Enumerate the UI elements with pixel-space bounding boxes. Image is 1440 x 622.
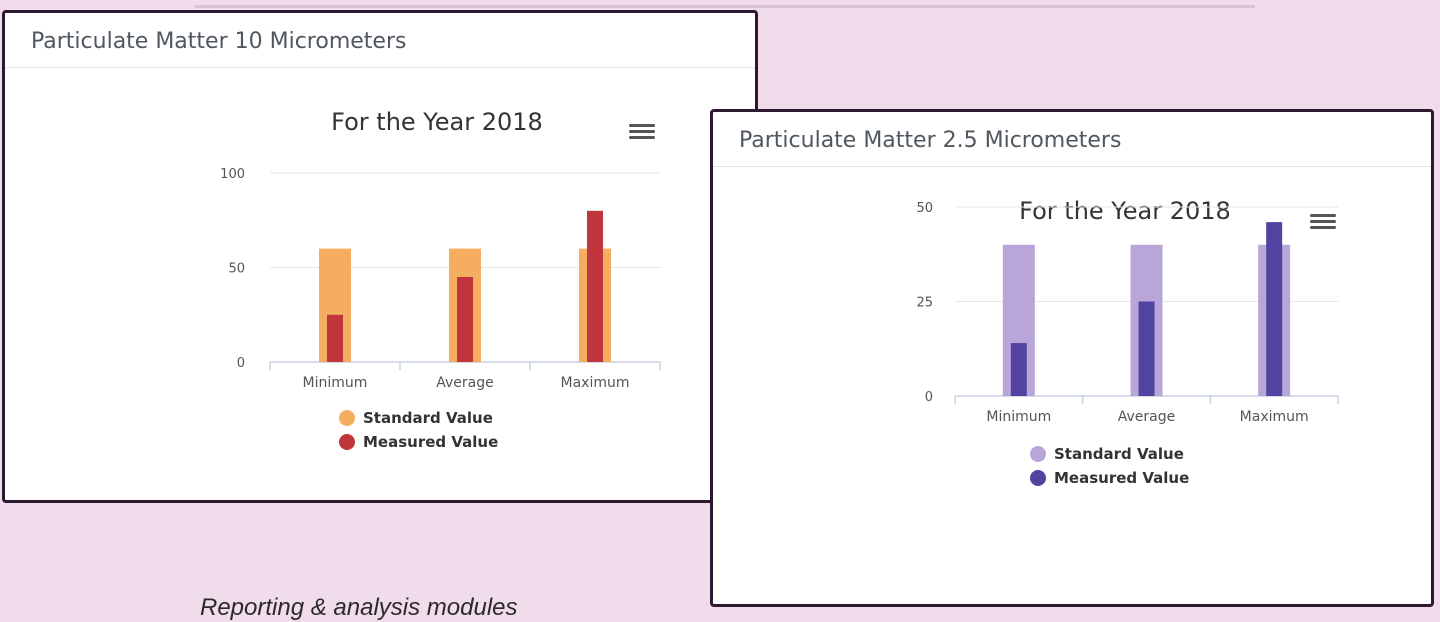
chart-menu-icon[interactable] [1310, 214, 1336, 229]
legend-item[interactable]: Measured Value [339, 433, 498, 451]
chart-title: For the Year 2018 [331, 108, 543, 136]
x-tick-label: Average [436, 375, 494, 391]
bar-measured-value[interactable] [1010, 343, 1027, 396]
legend-label: Measured Value [1054, 469, 1189, 487]
x-tick-label: Average [1118, 409, 1176, 425]
x-tick-label: Minimum [986, 409, 1051, 425]
pm10-card: Particulate Matter 10 Micrometers For th… [2, 10, 758, 503]
pm25-chart: For the Year 2018 0 25 50 Minimum Average Maxi… [916, 197, 1339, 487]
y-tick-label: 0 [237, 356, 245, 371]
page-caption: Reporting & analysis modules [200, 594, 518, 621]
x-tick-label: Minimum [303, 375, 368, 391]
bar-measured-value[interactable] [587, 210, 603, 362]
legend-marker [1030, 446, 1046, 462]
x-tick-label: Maximum [1240, 409, 1309, 425]
pm25-card: Particulate Matter 2.5 Micrometers For t… [710, 109, 1434, 607]
legend-marker [339, 410, 355, 426]
legend-item[interactable]: Standard Value [1030, 445, 1184, 463]
x-tick-label: Maximum [561, 375, 630, 391]
top-divider-line [195, 5, 1255, 8]
bar-measured-value[interactable] [327, 314, 343, 362]
pm25-card-title: Particulate Matter 2.5 Micrometers [713, 112, 1431, 167]
bar-measured-value[interactable] [457, 276, 473, 362]
pm10-card-title: Particulate Matter 10 Micrometers [5, 13, 755, 68]
y-tick-label: 50 [916, 201, 933, 216]
legend-marker [1030, 470, 1046, 486]
legend-label: Measured Value [363, 433, 498, 451]
legend-label: Standard Value [363, 409, 493, 427]
chart-title: For the Year 2018 [1019, 197, 1231, 225]
bar-measured-value[interactable] [1266, 222, 1283, 396]
legend-item[interactable]: Standard Value [339, 409, 493, 427]
pm10-chart: For the Year 2018 0 50 100 Minimum Average Max… [220, 108, 661, 451]
y-tick-label: 0 [925, 390, 933, 405]
legend-label: Standard Value [1054, 445, 1184, 463]
chart-menu-icon[interactable] [629, 124, 655, 139]
y-tick-label: 100 [220, 167, 245, 182]
y-tick-label: 50 [228, 262, 245, 277]
bar-measured-value[interactable] [1138, 301, 1155, 397]
legend-marker [339, 434, 355, 450]
legend-item[interactable]: Measured Value [1030, 469, 1189, 487]
y-tick-label: 25 [916, 296, 933, 311]
